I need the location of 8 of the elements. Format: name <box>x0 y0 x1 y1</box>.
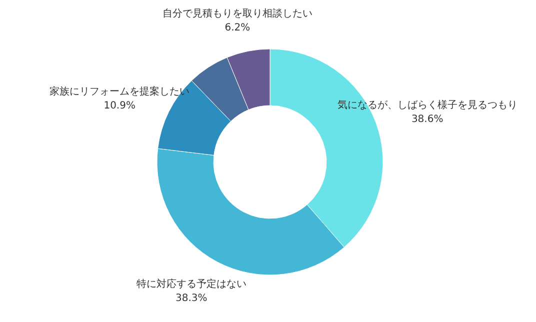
data-label: 38.3% <box>175 293 208 304</box>
slice-label: 気になるが、しばらく様子を見るつもり <box>337 99 518 112</box>
slice-label: 家族にリフォームを提案したい <box>50 85 190 98</box>
data-label: 10.9% <box>104 100 136 112</box>
data-label: 6.2% <box>224 22 250 34</box>
data-label: 38.6% <box>411 114 444 126</box>
slice-label: 特に対応する予定はない <box>136 278 246 290</box>
slice-label: 自分で見積もりを取り相談したい <box>162 8 312 20</box>
